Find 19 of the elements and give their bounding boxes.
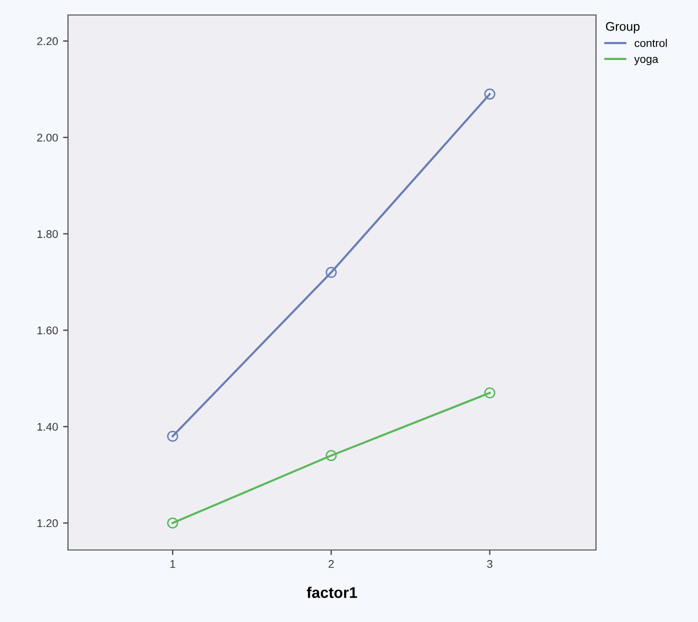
x-axis-title: factor1 — [306, 586, 358, 598]
point — [167, 430, 178, 442]
x-tick-label: 1 — [170, 560, 176, 568]
legend-label: control — [634, 38, 667, 48]
y-tick-label: 1.80 — [38, 230, 58, 238]
y-tick-label: 2.20 — [37, 37, 58, 46]
point — [484, 88, 496, 100]
y-tick-label: 1.20 — [38, 519, 58, 528]
y-tick-label: 2.00 — [37, 134, 58, 142]
legend-title: Group — [606, 22, 640, 34]
x-tick-label: 2 — [328, 560, 334, 568]
point — [484, 387, 496, 398]
point — [167, 517, 178, 529]
y-tick-label: 1.60 — [38, 326, 58, 334]
legend-label: yoga — [634, 56, 658, 66]
y-tick-label: 1.40 — [38, 422, 58, 431]
point — [326, 266, 337, 278]
point — [326, 450, 337, 462]
x-tick-label: 3 — [487, 560, 492, 568]
